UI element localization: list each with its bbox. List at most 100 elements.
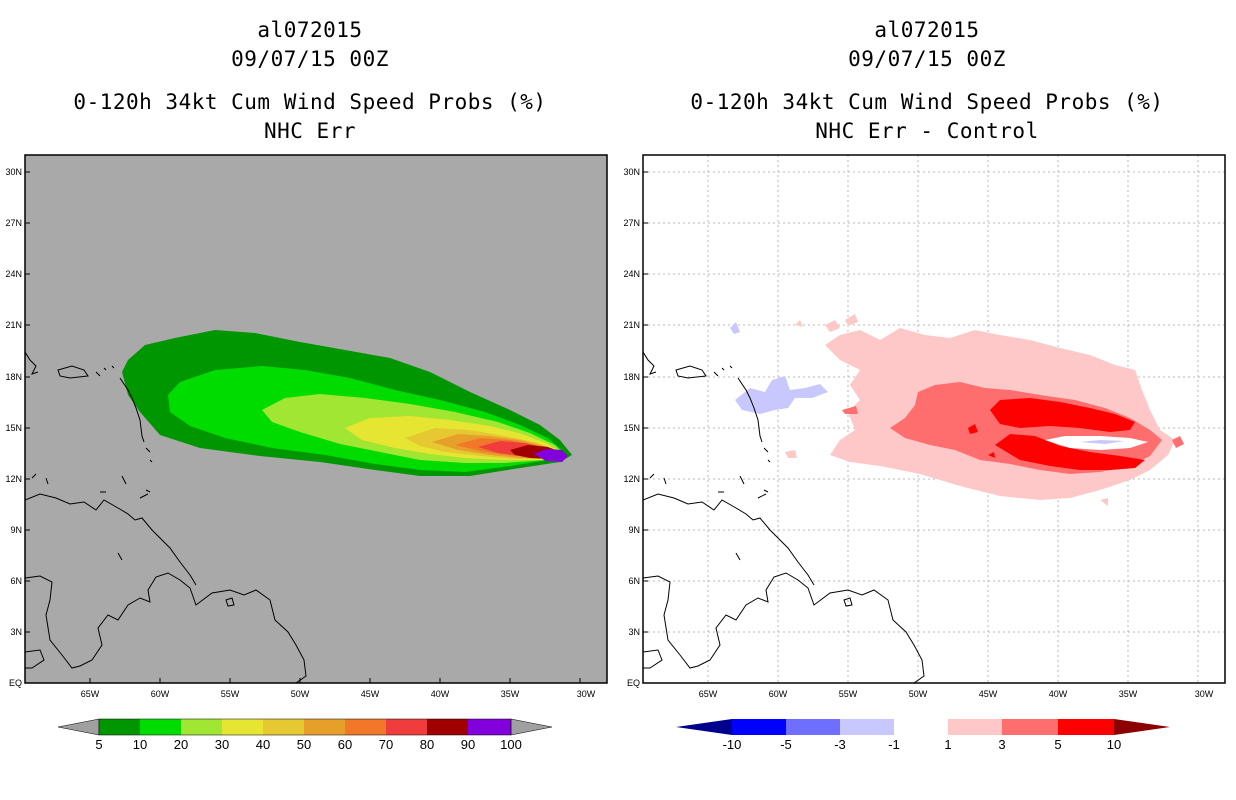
legend2-swatch-m5-m3 — [786, 719, 840, 735]
legend2-end-right — [1114, 719, 1170, 735]
panel2-datetime: 09/07/15 00Z — [848, 47, 1006, 71]
legend1-swatch-60-70 — [345, 719, 386, 735]
legend1-label: 20 — [173, 737, 189, 752]
lat-label: 15N — [623, 423, 640, 433]
legend1-swatch-80-90 — [427, 719, 468, 735]
prob-contour-90 — [534, 449, 568, 462]
legend1-swatch-40-50 — [263, 719, 304, 735]
legend2-label: -10 — [722, 737, 742, 752]
panel2-gridlines — [643, 155, 1225, 683]
lon-label: 30W — [576, 689, 596, 699]
lon-label: 60W — [150, 689, 170, 699]
legend2-label: 5 — [1054, 737, 1062, 752]
lat-label: 6N — [628, 576, 640, 586]
lon-label: 35W — [1118, 689, 1138, 699]
lat-label: 15N — [5, 423, 22, 433]
diff-positive-5 — [990, 398, 1135, 432]
lat-label: 21N — [623, 320, 640, 330]
lat-label: 24N — [623, 269, 640, 279]
lon-label: 65W — [80, 689, 100, 699]
diff-positive-5c — [968, 424, 995, 458]
panel1-datetime: 09/07/15 00Z — [231, 47, 389, 71]
legend1-label: 40 — [255, 737, 271, 752]
legend1-label: 50 — [296, 737, 312, 752]
legend1-end-left — [57, 718, 100, 736]
panel1-frame — [24, 154, 608, 684]
lon-label: 55W — [838, 689, 858, 699]
legend2-swatch-m1-p1 — [894, 719, 948, 735]
legend1-label: 80 — [419, 737, 435, 752]
lon-label: 60W — [768, 689, 788, 699]
diff-positive-3 — [890, 382, 1162, 474]
lon-label: 35W — [500, 689, 520, 699]
lat-label: 9N — [628, 525, 640, 535]
lon-label: 45W — [978, 689, 998, 699]
panel1-subtitle: NHC Err — [263, 119, 356, 143]
lat-label: 3N — [10, 627, 22, 637]
panel2-storm-id: al072015 — [874, 18, 980, 42]
legend2-label: -5 — [780, 737, 792, 752]
lat-label: 27N — [623, 218, 640, 228]
lon-label: 45W — [360, 689, 380, 699]
legend1-swatch-90-100 — [468, 719, 511, 735]
legend1-label: 70 — [378, 737, 394, 752]
legend2-label: -1 — [888, 737, 900, 752]
panel2-ticks — [643, 171, 648, 633]
legend2-swatch-m3-m1 — [840, 719, 894, 735]
panel2-product-title: 0-120h 34kt Cum Wind Speed Probs (%) — [690, 90, 1164, 114]
legend2-label: 1 — [944, 737, 952, 752]
legend1-label: 10 — [132, 737, 148, 752]
legend1-colorbar — [57, 718, 553, 736]
legend1-label: 30 — [214, 737, 230, 752]
lon-label: 65W — [698, 689, 718, 699]
panel2-subtitle: NHC Err - Control — [815, 119, 1039, 143]
lon-label: 40W — [1048, 689, 1068, 699]
legend2-swatch-p3-p5 — [1002, 719, 1058, 735]
legend1-swatch-50-60 — [304, 719, 345, 735]
legend2-label: -3 — [834, 737, 846, 752]
legend2-swatch-p1-p3 — [948, 719, 1002, 735]
lat-label: 9N — [10, 525, 22, 535]
lat-label: EQ — [626, 678, 640, 688]
panel2-frame — [642, 154, 1226, 684]
lat-label: 12N — [623, 474, 640, 484]
lat-label: 12N — [5, 474, 22, 484]
lat-label: 18N — [5, 372, 22, 382]
panel2-difference-field — [643, 155, 1225, 683]
legend1-swatch-70-80 — [386, 719, 427, 735]
legend1-label: 60 — [337, 737, 353, 752]
legend1-swatch-10-20 — [140, 719, 181, 735]
diff-negative-3 — [1080, 440, 1125, 444]
legend1-swatch-30-40 — [222, 719, 263, 735]
lat-label: 27N — [5, 218, 22, 228]
lon-label: 55W — [220, 689, 240, 699]
legend2-swatch-p5-p10 — [1058, 719, 1114, 735]
legend1-end-right — [510, 718, 553, 736]
lat-label: 18N — [623, 372, 640, 382]
legend1-swatch-20-30 — [181, 719, 222, 735]
legend2-colorbar — [676, 719, 1170, 735]
lat-label: 30N — [5, 167, 22, 177]
lon-label: 50W — [290, 689, 310, 699]
lon-label: 40W — [430, 689, 450, 699]
legend1-label: 90 — [460, 737, 476, 752]
legend2-label: 10 — [1106, 737, 1122, 752]
panel1-ticks — [25, 171, 581, 683]
diff-positive-5b — [995, 434, 1145, 470]
legend2-end-left — [676, 719, 732, 735]
diff-negative-2 — [730, 322, 740, 334]
lat-label: 3N — [628, 627, 640, 637]
lat-label: EQ — [8, 678, 22, 688]
legend2-swatch-m10-m5 — [732, 719, 786, 735]
lat-label: 24N — [5, 269, 22, 279]
lat-label: 21N — [5, 320, 22, 330]
lon-label: 30W — [1194, 689, 1214, 699]
panel1-probability-field — [25, 330, 572, 683]
lat-label: 6N — [10, 576, 22, 586]
panel1-storm-id: al072015 — [257, 18, 363, 42]
diff-negative-1 — [735, 376, 828, 414]
legend2-label: 3 — [998, 737, 1006, 752]
legend1-label: 5 — [95, 737, 103, 752]
lon-label: 50W — [908, 689, 928, 699]
